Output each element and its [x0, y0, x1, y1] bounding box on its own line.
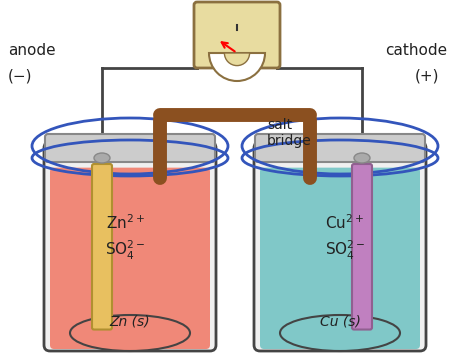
Ellipse shape — [280, 315, 400, 351]
FancyBboxPatch shape — [260, 168, 420, 349]
Text: $\mathrm{SO_4^{2-}}$: $\mathrm{SO_4^{2-}}$ — [325, 239, 365, 262]
Text: Cu (s): Cu (s) — [319, 314, 360, 328]
Text: anode: anode — [8, 42, 55, 58]
Text: (+): (+) — [415, 68, 439, 84]
FancyBboxPatch shape — [255, 134, 425, 162]
FancyBboxPatch shape — [352, 164, 372, 329]
Text: (−): (−) — [8, 68, 33, 84]
Wedge shape — [224, 53, 250, 66]
Text: Zn (s): Zn (s) — [109, 314, 150, 328]
FancyBboxPatch shape — [194, 2, 280, 68]
FancyBboxPatch shape — [50, 168, 210, 349]
Text: salt
bridge: salt bridge — [267, 118, 312, 148]
Text: $\mathrm{Cu^{2+}}$: $\mathrm{Cu^{2+}}$ — [326, 213, 365, 232]
FancyBboxPatch shape — [92, 164, 112, 329]
Text: $\mathrm{Zn^{2+}}$: $\mathrm{Zn^{2+}}$ — [106, 213, 145, 232]
Ellipse shape — [94, 153, 110, 163]
FancyBboxPatch shape — [45, 134, 215, 162]
Text: $\mathrm{SO_4^{2-}}$: $\mathrm{SO_4^{2-}}$ — [105, 239, 145, 262]
Wedge shape — [209, 53, 265, 81]
Ellipse shape — [354, 153, 370, 163]
FancyBboxPatch shape — [44, 142, 216, 351]
Text: cathode: cathode — [385, 42, 447, 58]
FancyBboxPatch shape — [254, 142, 426, 351]
Ellipse shape — [70, 315, 190, 351]
